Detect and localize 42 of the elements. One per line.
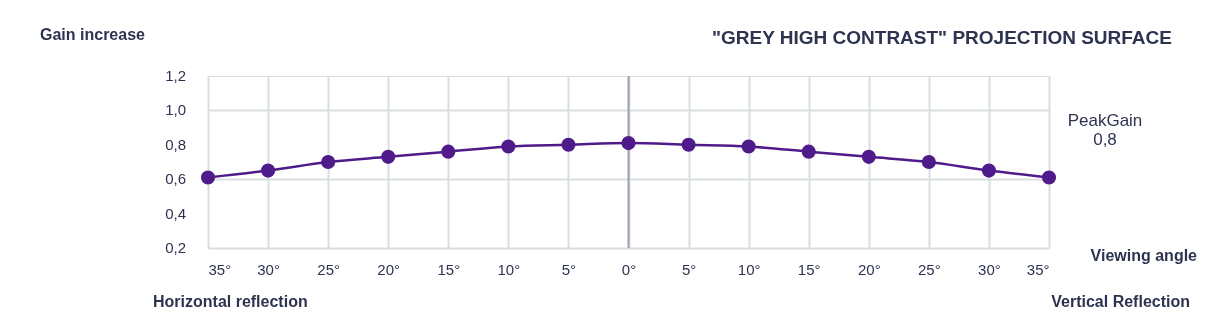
y-tick-label: 0,2	[165, 239, 186, 256]
x-tick-label: 15°	[797, 260, 821, 278]
x-tick-label: 35°	[208, 260, 232, 278]
x-tick-label: 30°	[978, 260, 1001, 278]
y-tick-label: 1,0	[165, 101, 186, 119]
text: PeakGain 0,8	[1067, 111, 1143, 149]
point	[501, 139, 516, 154]
point	[861, 149, 876, 164]
point	[741, 139, 756, 154]
y-tick-label: 1,2	[165, 67, 186, 84]
point	[681, 137, 696, 152]
point	[801, 144, 816, 159]
x-tick-label: 5°	[681, 260, 697, 278]
point	[321, 154, 336, 170]
x-tick-label: 20°	[377, 260, 401, 278]
point	[981, 163, 996, 178]
x-tick-label: 20°	[857, 260, 881, 278]
x-tick-label: 15°	[437, 260, 461, 278]
chart-title: "GREY HIGH CONTRAST" PROJECTION SURFACE	[712, 27, 1172, 48]
point	[200, 170, 216, 185]
point	[561, 137, 576, 152]
x-tick-label: 25°	[918, 260, 941, 278]
x-tick-label: 35°	[1026, 260, 1050, 278]
x-axis-title: Viewing angle	[1090, 247, 1198, 264]
y-axis-title: Gain increase	[40, 26, 146, 43]
point	[921, 154, 936, 170]
point	[381, 149, 396, 164]
text: Horizontal reflection	[153, 293, 308, 310]
text: Vertical Reflection	[1051, 293, 1190, 310]
x-tick-label: 0°	[621, 260, 637, 278]
x-tick-label: 10°	[737, 260, 761, 278]
y-tick-label: 0,6	[165, 170, 186, 188]
x-tick-label: 30°	[257, 260, 280, 278]
x-tick-label: 10°	[497, 260, 521, 278]
y-tick-label: 0,8	[165, 135, 186, 153]
x-tick-label: 5°	[561, 260, 577, 278]
point	[261, 163, 276, 178]
point	[1041, 170, 1057, 185]
point	[441, 144, 456, 159]
x-tick-label: 25°	[317, 260, 340, 278]
y-tick-label: 0,4	[165, 204, 186, 222]
point	[621, 136, 636, 151]
